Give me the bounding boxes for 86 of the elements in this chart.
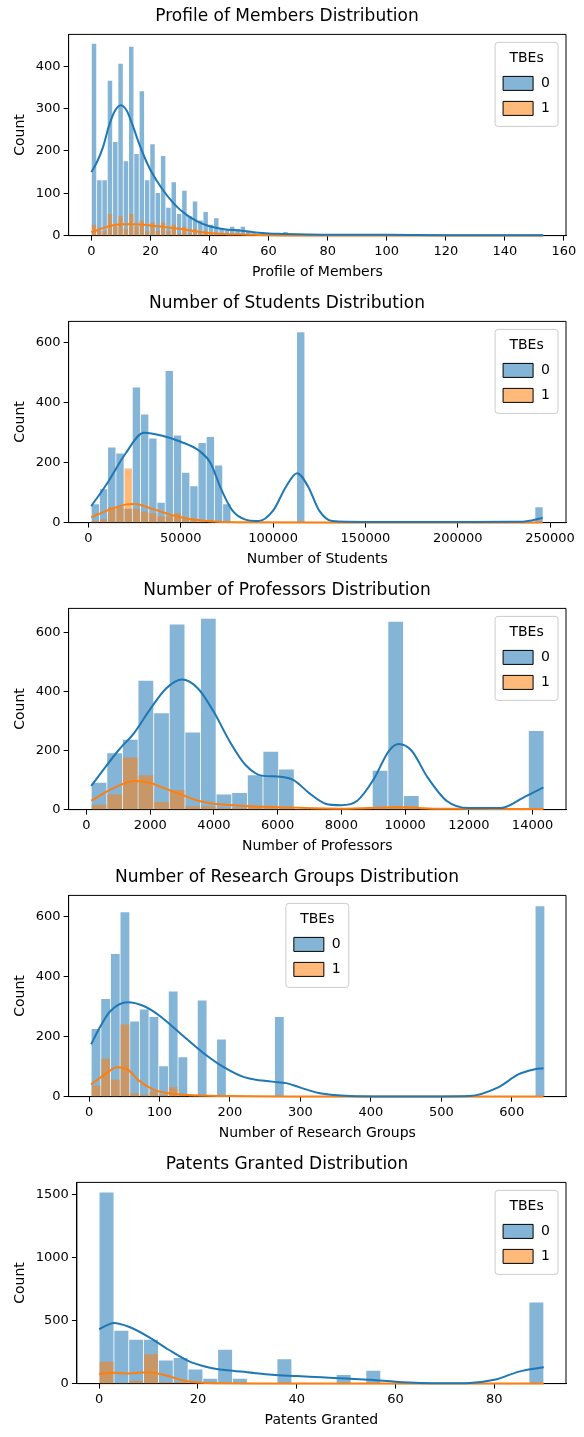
x-tick-label: 0 (87, 242, 96, 258)
chart-title: Number of Research Groups Distribution (114, 865, 460, 886)
x-tick-label: 20 (189, 1390, 207, 1406)
y-tick-label: 300 (35, 99, 61, 115)
legend-label: 0 (541, 361, 551, 378)
legend-label: 1 (541, 673, 551, 690)
x-tick-label: 100 (374, 242, 400, 258)
legend-label: 1 (331, 960, 341, 977)
x-tick-label: 500 (428, 1103, 454, 1119)
x-tick-label: 10000 (384, 816, 426, 832)
y-tick-label: 0 (60, 1374, 69, 1390)
legend-title: TBEs (508, 623, 544, 640)
y-axis-title: Count (11, 113, 28, 156)
x-tick-label: 200 (217, 1103, 243, 1119)
chart-title: Patents Granted Distribution (165, 1152, 409, 1173)
x-tick-label: 120 (433, 242, 459, 258)
legend-label: 0 (541, 1222, 551, 1239)
y-axis-title: Count (11, 687, 28, 730)
x-tick-label: 100000 (248, 529, 298, 545)
x-tick-label: 2000 (133, 816, 167, 832)
y-tick-label: 200 (35, 1028, 61, 1044)
x-tick-label: 0 (84, 529, 93, 545)
legend-title: TBEs (508, 49, 544, 66)
y-tick-label: 200 (35, 454, 61, 470)
x-tick-label: 80 (319, 242, 336, 258)
x-tick-label: 6000 (261, 816, 295, 832)
y-tick-label: 0 (52, 1087, 61, 1103)
x-tick-label: 100 (147, 1103, 172, 1119)
x-axis-title: Number of Research Groups (218, 1124, 416, 1141)
x-tick-label: 80 (486, 1390, 503, 1406)
legend-label: 1 (541, 99, 551, 116)
y-tick-label: 400 (35, 394, 61, 410)
x-axis-title: Patents Granted (264, 1411, 379, 1428)
legend-label: 0 (541, 648, 551, 665)
x-axis-title: Number of Professors (242, 837, 393, 854)
y-tick-label: 400 (35, 57, 61, 73)
x-tick-label: 250000 (525, 529, 575, 545)
x-tick-label: 600 (499, 1103, 525, 1119)
x-axis-title: Profile of Members (251, 263, 383, 280)
y-tick-label: 200 (35, 142, 61, 158)
y-tick-label: 200 (35, 741, 61, 757)
x-axis-title: Number of Students (246, 550, 388, 567)
x-tick-label: 40 (288, 1390, 306, 1406)
y-tick-label: 400 (35, 682, 61, 698)
chart-title: Number of Students Distribution (149, 291, 425, 312)
x-tick-label: 0 (82, 816, 91, 832)
y-tick-label: 0 (52, 513, 61, 529)
y-tick-label: 600 (35, 908, 61, 924)
y-tick-label: 400 (35, 968, 61, 984)
x-tick-label: 300 (287, 1103, 313, 1119)
x-tick-label: 60 (387, 1390, 404, 1406)
y-tick-label: 0 (52, 226, 61, 242)
x-tick-label: 4000 (197, 816, 231, 832)
x-tick-label: 60 (260, 242, 277, 258)
chart-title: Number of Professors Distribution (143, 578, 431, 599)
y-tick-label: 500 (44, 1311, 69, 1327)
x-tick-label: 140 (492, 242, 518, 258)
x-tick-label: 200000 (432, 529, 483, 545)
legend-label: 0 (541, 74, 551, 91)
x-tick-label: 12000 (448, 816, 490, 832)
x-tick-label: 0 (84, 1103, 94, 1119)
legend-title: TBEs (508, 1197, 544, 1214)
y-tick-label: 0 (52, 800, 61, 816)
y-tick-label: 600 (35, 334, 61, 350)
y-tick-label: 600 (35, 623, 61, 639)
legend-title: TBEs (508, 336, 544, 353)
chart-title: Profile of Members Distribution (155, 4, 419, 25)
x-tick-label: 14000 (511, 816, 554, 832)
y-axis-title: Count (11, 974, 28, 1017)
legend-label: 1 (541, 386, 551, 403)
x-tick-label: 150000 (340, 529, 391, 545)
y-axis-title: Count (11, 400, 28, 443)
y-tick-label: 1000 (35, 1248, 69, 1264)
x-tick-label: 160 (551, 242, 577, 258)
x-tick-label: 20 (142, 242, 159, 258)
x-tick-label: 40 (201, 242, 218, 258)
y-axis-title: Count (11, 1261, 28, 1304)
x-tick-label: 8000 (324, 816, 358, 832)
y-tick-label: 100 (35, 184, 61, 200)
legend-title: TBEs (299, 910, 335, 927)
x-tick-label: 400 (358, 1103, 384, 1119)
legend-label: 1 (541, 1247, 551, 1264)
x-tick-label: 50000 (160, 529, 202, 545)
legend-label: 0 (331, 935, 341, 952)
x-tick-label: 0 (94, 1390, 104, 1406)
y-tick-label: 1500 (35, 1185, 69, 1201)
